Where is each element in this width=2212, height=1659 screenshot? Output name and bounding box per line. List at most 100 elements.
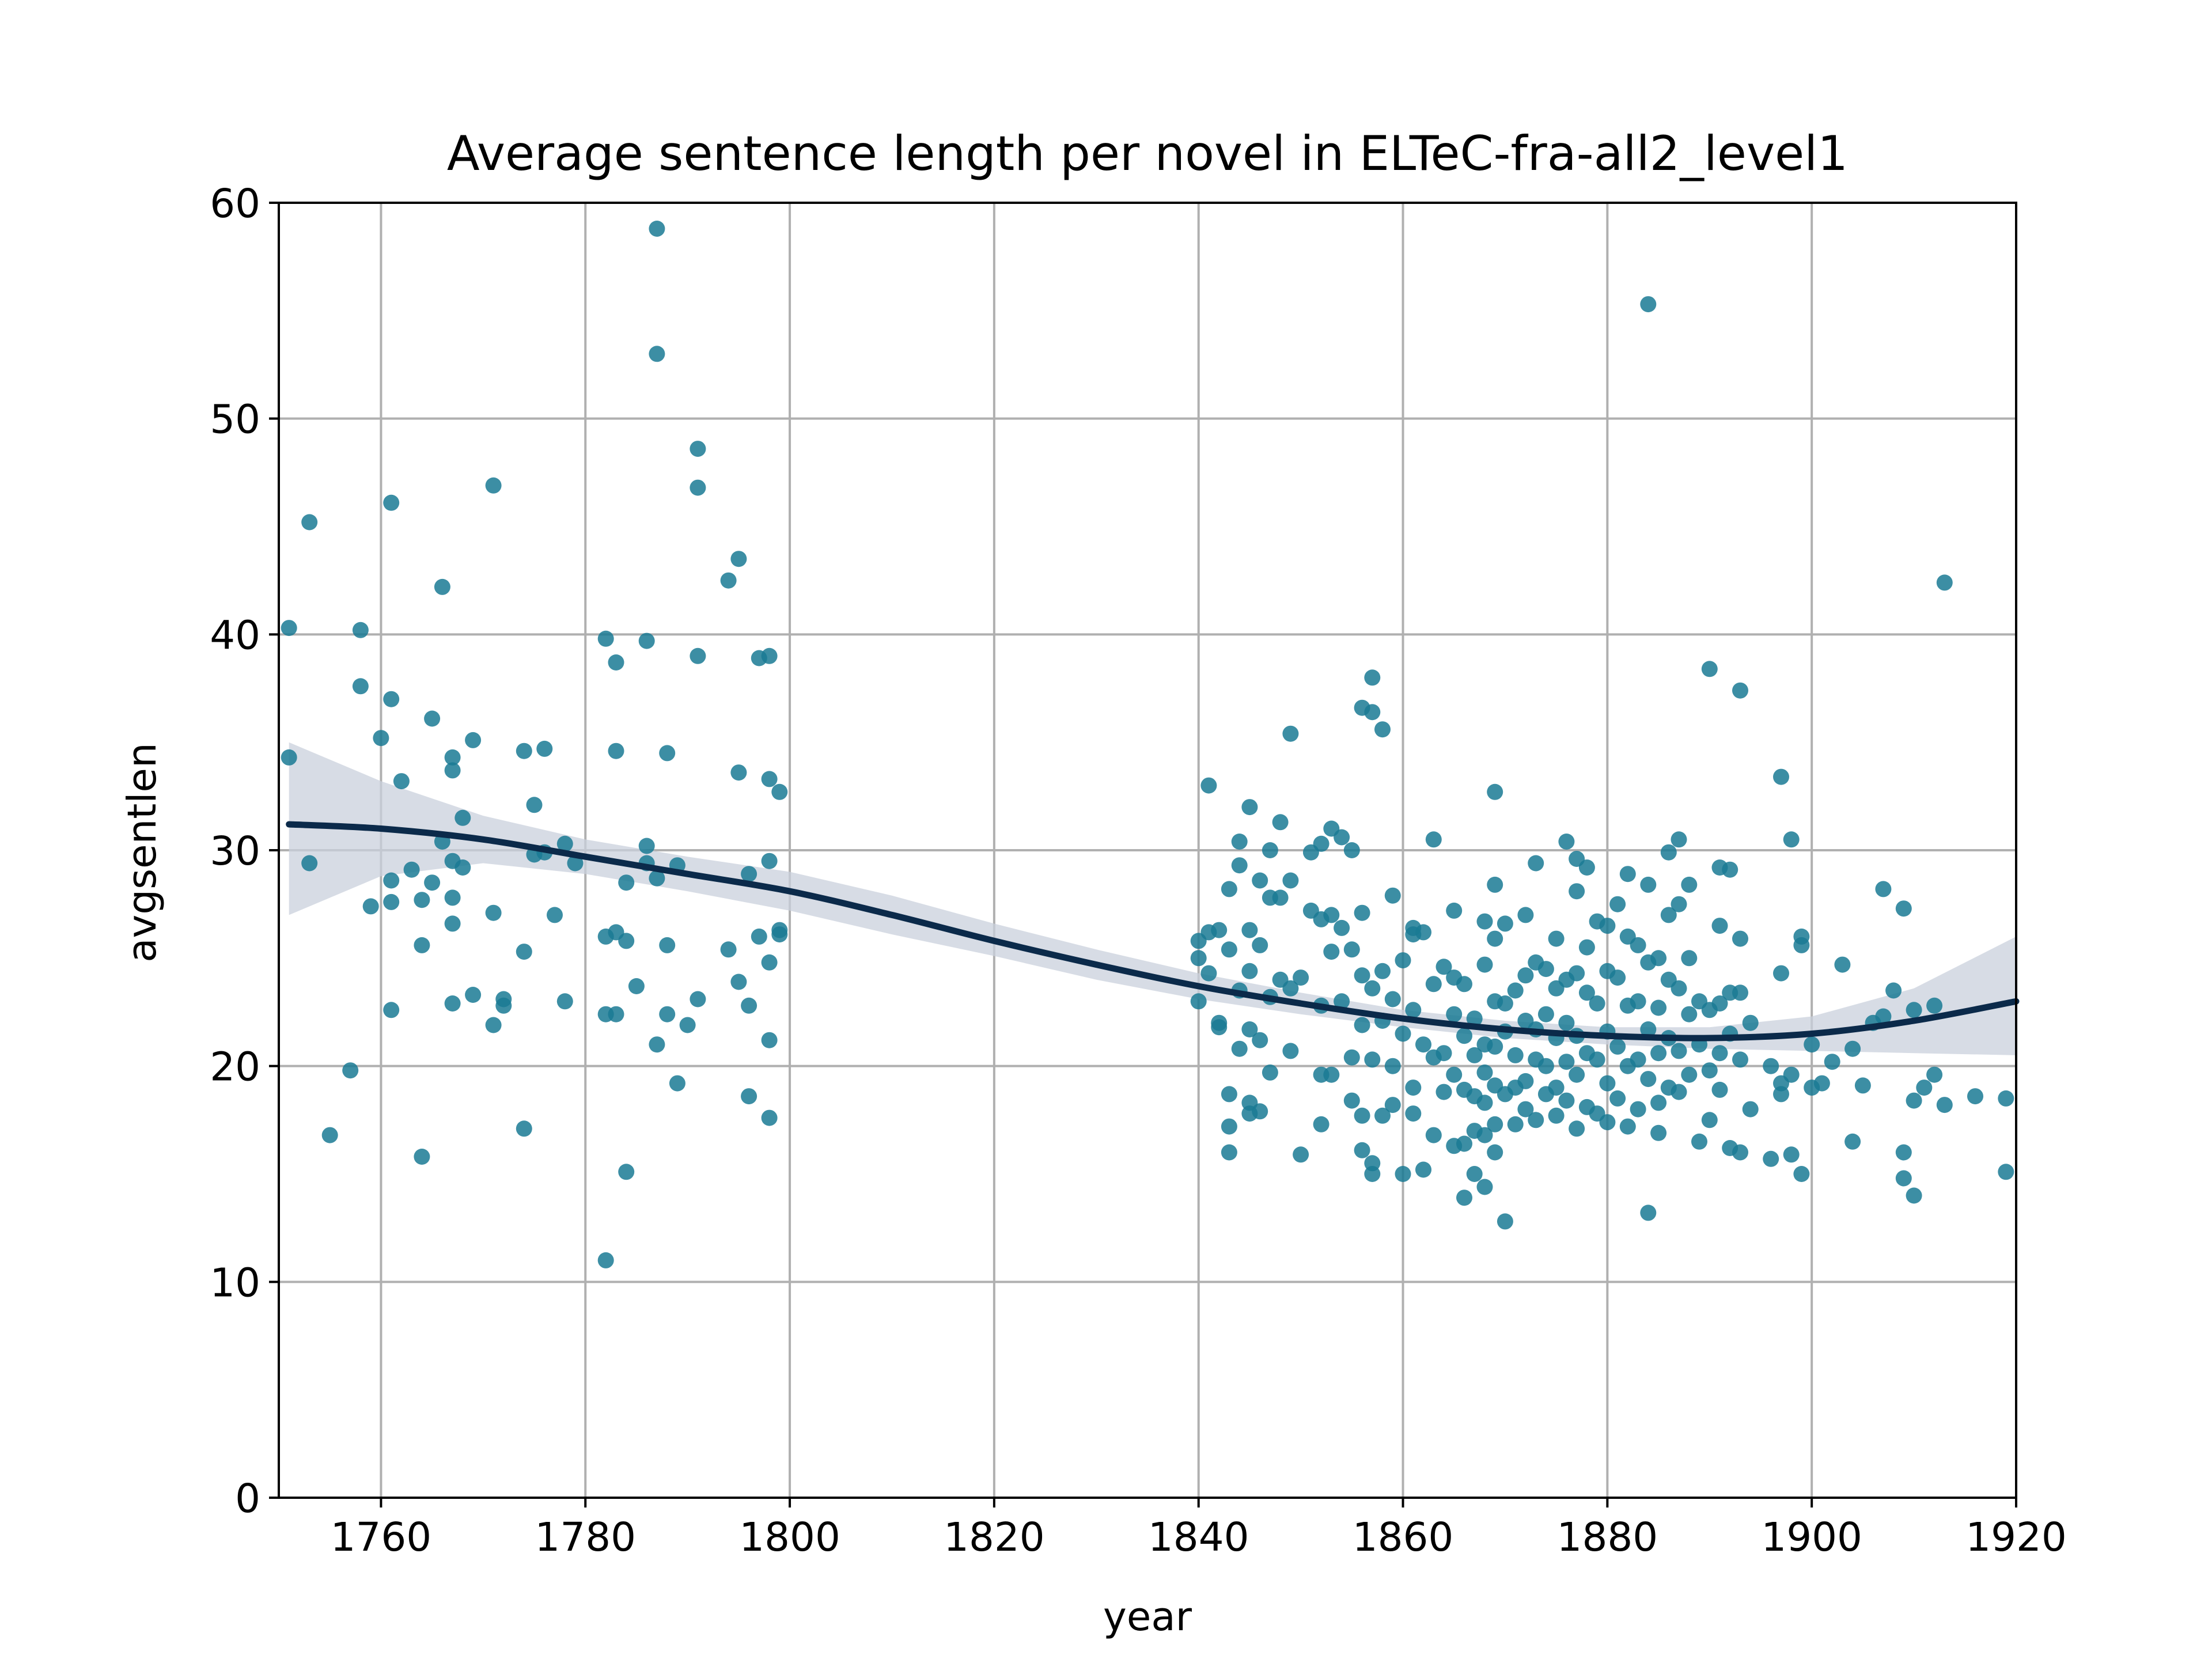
data-point: [383, 872, 400, 889]
x-tick-label: 1820: [944, 1514, 1045, 1560]
data-point: [1507, 1116, 1524, 1132]
data-point: [1589, 995, 1605, 1012]
data-point: [383, 1002, 400, 1018]
data-point: [1916, 1080, 1933, 1096]
data-point: [1589, 1051, 1605, 1068]
data-point: [1334, 919, 1350, 936]
data-point: [281, 620, 297, 637]
data-point: [1569, 883, 1585, 900]
data-point: [1487, 1038, 1503, 1055]
data-point: [454, 859, 471, 876]
y-tick-label: 60: [210, 181, 260, 227]
data-point: [1221, 1086, 1237, 1103]
x-axis-label: year: [1103, 1594, 1192, 1640]
data-point: [690, 479, 706, 496]
data-point: [771, 783, 788, 800]
data-point: [1609, 896, 1626, 912]
data-point: [362, 898, 379, 915]
data-point: [1763, 1150, 1779, 1167]
data-point: [1742, 1014, 1759, 1031]
data-point: [403, 861, 420, 878]
data-point: [1313, 1116, 1330, 1132]
data-point: [485, 904, 502, 921]
data-point: [1681, 1006, 1698, 1022]
y-axis-label: avgsentlen: [119, 743, 165, 962]
data-point: [485, 1017, 502, 1033]
data-point: [1497, 995, 1513, 1012]
data-point: [516, 1120, 532, 1137]
x-tick-label: 1760: [331, 1514, 432, 1560]
y-tick-label: 20: [210, 1044, 260, 1090]
data-point: [1517, 967, 1534, 984]
data-point: [383, 691, 400, 707]
y-tick-label: 10: [210, 1260, 260, 1306]
data-point: [1732, 1144, 1748, 1161]
data-point: [741, 866, 757, 882]
data-point: [1354, 967, 1370, 984]
data-point: [1343, 1092, 1360, 1109]
trend-curve: [286, 821, 2020, 1041]
data-point: [1507, 982, 1524, 999]
data-point: [690, 441, 706, 457]
data-point: [730, 551, 747, 567]
data-point: [1630, 1051, 1646, 1068]
data-point: [1681, 1066, 1698, 1083]
data-point: [1364, 704, 1381, 721]
data-point: [1190, 993, 1207, 1010]
data-point: [414, 1149, 430, 1165]
data-point: [1609, 1038, 1626, 1055]
data-point: [1343, 1049, 1360, 1066]
data-point: [1231, 857, 1248, 874]
data-point: [1252, 1032, 1268, 1048]
data-point: [761, 647, 778, 664]
data-point: [1813, 1075, 1830, 1092]
x-tick-label: 1920: [1965, 1514, 2067, 1560]
data-point: [1599, 1075, 1616, 1092]
data-point: [434, 578, 450, 595]
data-point: [1548, 1080, 1565, 1096]
data-point: [1487, 783, 1503, 800]
data-point: [597, 1252, 614, 1268]
data-point: [1875, 881, 1892, 897]
data-point: [1569, 965, 1585, 982]
data-point: [465, 987, 482, 1003]
data-point: [730, 974, 747, 990]
data-point: [556, 835, 573, 852]
data-point: [1609, 969, 1626, 986]
data-point: [618, 1164, 635, 1180]
data-point: [516, 944, 532, 960]
data-point: [1844, 1040, 1861, 1057]
data-point: [1650, 1045, 1667, 1062]
data-point: [1241, 1021, 1258, 1037]
data-point: [1435, 1084, 1452, 1100]
x-tick-label: 1860: [1353, 1514, 1454, 1560]
data-point: [1528, 855, 1544, 872]
y-tick-label: 50: [210, 397, 260, 443]
data-point: [1241, 799, 1258, 816]
data-point: [761, 1109, 778, 1126]
data-point: [1711, 995, 1728, 1012]
data-point: [720, 941, 737, 958]
data-point: [1364, 1051, 1381, 1068]
data-point: [751, 928, 767, 945]
data-point: [1343, 941, 1360, 958]
data-point: [485, 477, 502, 494]
data-point: [1334, 829, 1350, 846]
data-point: [1384, 1058, 1401, 1074]
data-point: [1517, 907, 1534, 923]
data-point: [1671, 1043, 1687, 1059]
x-tick-label: 1780: [535, 1514, 636, 1560]
data-point: [1732, 1051, 1748, 1068]
data-point: [1405, 1002, 1422, 1018]
data-point: [1425, 1127, 1442, 1143]
x-tick-label: 1900: [1761, 1514, 1862, 1560]
data-point: [444, 915, 461, 932]
data-point: [1804, 1036, 1820, 1053]
data-point: [638, 838, 655, 854]
data-point: [1732, 682, 1748, 699]
data-point: [1722, 861, 1738, 878]
data-point: [1334, 993, 1350, 1010]
x-tick-label: 1800: [739, 1514, 840, 1560]
data-point: [556, 993, 573, 1010]
data-point: [383, 893, 400, 910]
